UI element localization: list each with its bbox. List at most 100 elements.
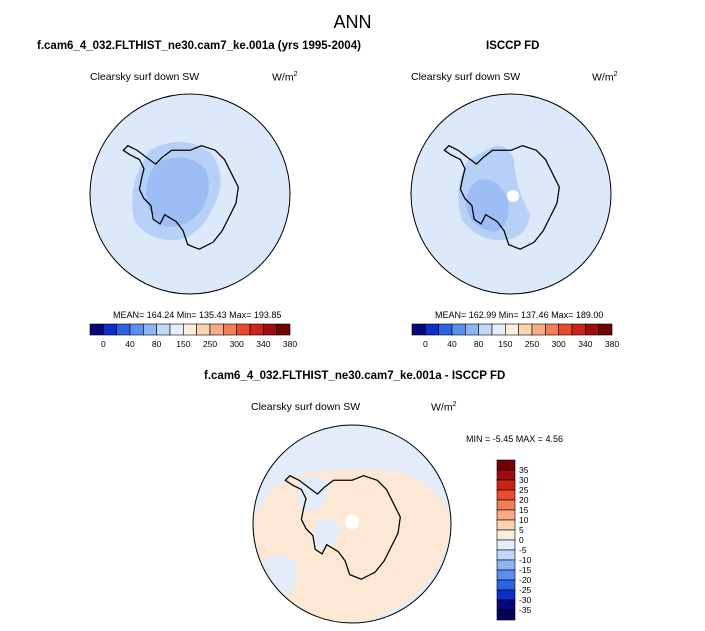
colorbar1-tick-label: 340 (256, 339, 270, 349)
colorbar1-box (276, 323, 291, 336)
panel3-case-title: f.cam6_4_032.FLTHIST_ne30.cam7_ke.001a -… (204, 370, 506, 382)
colorbar3-tick-label: 25 (519, 485, 529, 495)
map3-near-zero-region-b (312, 519, 340, 548)
colorbar2-box (585, 323, 599, 336)
colorbar3-box (496, 529, 516, 541)
colorbar1-box (103, 323, 117, 336)
colorbar-panel-1: 0 40 80 150 250 300 340 380 (89, 323, 297, 349)
colorbar3-tick-label: 30 (519, 475, 529, 485)
panel3-units: W/m2 (431, 401, 457, 414)
colorbar2-tick-label: 250 (525, 339, 539, 349)
colorbar2-box (558, 323, 573, 336)
colorbar1-box (116, 323, 131, 336)
colorbar2-box (411, 323, 426, 336)
colorbar1-box (249, 323, 264, 336)
colorbar2-tick-label: 0 (423, 339, 428, 349)
panel1-variable-label: Clearsky surf down SW (90, 71, 200, 83)
colorbar3-box (496, 499, 516, 511)
colorbar3-box (496, 479, 516, 491)
colorbar2-box (451, 323, 466, 336)
colorbar2-tick-label: 150 (498, 339, 512, 349)
colorbar1-box (156, 323, 171, 336)
colorbar3-box (496, 599, 516, 611)
colorbar3-box (496, 589, 516, 601)
colorbar2-box (531, 323, 546, 336)
colorbar2-tick-label: 80 (474, 339, 484, 349)
colorbar3-tick-label: -35 (519, 605, 532, 615)
map-panel-1 (90, 94, 290, 294)
map2-border (410, 93, 612, 295)
colorbar2-tick-label: 300 (552, 339, 566, 349)
colorbar1-tick-label: 40 (125, 339, 135, 349)
colorbar3-tick-label: -20 (519, 575, 532, 585)
map1-region-interior (146, 157, 209, 227)
map3-pole-missing (345, 515, 359, 529)
map-panel-2 (411, 94, 611, 294)
panel3-stats: MIN = -5.45 MAX = 4.56 (466, 434, 564, 444)
colorbar2-box (438, 323, 453, 336)
colorbar3-tick-label: 5 (519, 525, 524, 535)
panel2-case-title: ISCCP FD (486, 40, 540, 52)
colorbar1-tick-label: 150 (176, 339, 190, 349)
colorbar3-box (496, 569, 516, 581)
colorbar2-box (598, 323, 613, 336)
map2-region-interior (466, 179, 509, 232)
colorbar-panel-2: 0 40 80 150 250 300 340 380 (411, 323, 619, 349)
colorbar1-box (169, 323, 184, 336)
colorbar3-box (496, 559, 516, 571)
colorbar1-box (183, 323, 197, 336)
colorbar3-tick-label: 10 (519, 515, 529, 525)
colorbar1-box (129, 323, 144, 336)
colorbar1-tick-label: 250 (203, 339, 217, 349)
colorbar2-tick-label: 340 (578, 339, 592, 349)
colorbar2-box (545, 323, 559, 336)
panel1-stats: MEAN= 164.24 Min= 135.43 Max= 193.85 (113, 310, 282, 320)
panel2-stats: MEAN= 162.99 Min= 137.46 Max= 189.00 (435, 310, 604, 320)
colorbar1-box (236, 323, 251, 336)
panel2-variable-label: Clearsky surf down SW (411, 71, 521, 83)
colorbar3-box (496, 549, 516, 561)
colorbar3-tick-label: -15 (519, 565, 532, 575)
colorbar3-tick-label: 0 (519, 535, 524, 545)
colorbar3-tick-label: -25 (519, 585, 532, 595)
map3-border (252, 424, 452, 624)
colorbar2-box (478, 323, 493, 336)
colorbar3-tick-label: -10 (519, 555, 532, 565)
colorbar3-box (496, 609, 516, 621)
colorbar2-box (518, 323, 533, 336)
colorbar3-box (496, 579, 516, 591)
colorbar1-tick-label: 380 (283, 339, 297, 349)
colorbar2-tick-label: 40 (447, 339, 457, 349)
colorbar3-tick-label: -30 (519, 595, 532, 605)
panel1-units: W/m2 (272, 71, 298, 84)
colorbar3-tick-label: -5 (519, 545, 527, 555)
colorbar1-box (196, 323, 211, 336)
colorbar3-box (496, 539, 516, 551)
colorbar3-tick-label: 20 (519, 495, 529, 505)
colorbar1-box (223, 323, 237, 336)
colorbar3-tick-label: 15 (519, 505, 529, 515)
colorbar3-box (496, 459, 516, 471)
colorbar3-box (496, 519, 516, 531)
map1-border (89, 93, 291, 295)
colorbar2-box (491, 323, 506, 336)
panel1-case-title: f.cam6_4_032.FLTHIST_ne30.cam7_ke.001a (… (37, 40, 361, 52)
colorbar3-box (496, 469, 516, 481)
colorbar2-box (571, 323, 586, 336)
colorbar1-tick-label: 80 (152, 339, 162, 349)
colorbar1-tick-label: 0 (101, 339, 106, 349)
colorbar3-box (496, 489, 516, 501)
colorbar1-tick-label: 300 (230, 339, 244, 349)
colorbar1-box (143, 323, 157, 336)
map3-positive-region (253, 469, 451, 623)
colorbar1-box (89, 323, 104, 336)
colorbar3-tick-label: 35 (519, 465, 529, 475)
map2-pole-missing (507, 190, 519, 202)
panel2-units: W/m2 (592, 71, 618, 84)
colorbar2-box (425, 323, 439, 336)
figure-title: ANN (333, 12, 372, 32)
map-panel-3 (253, 425, 451, 623)
colorbar1-box (263, 323, 277, 336)
